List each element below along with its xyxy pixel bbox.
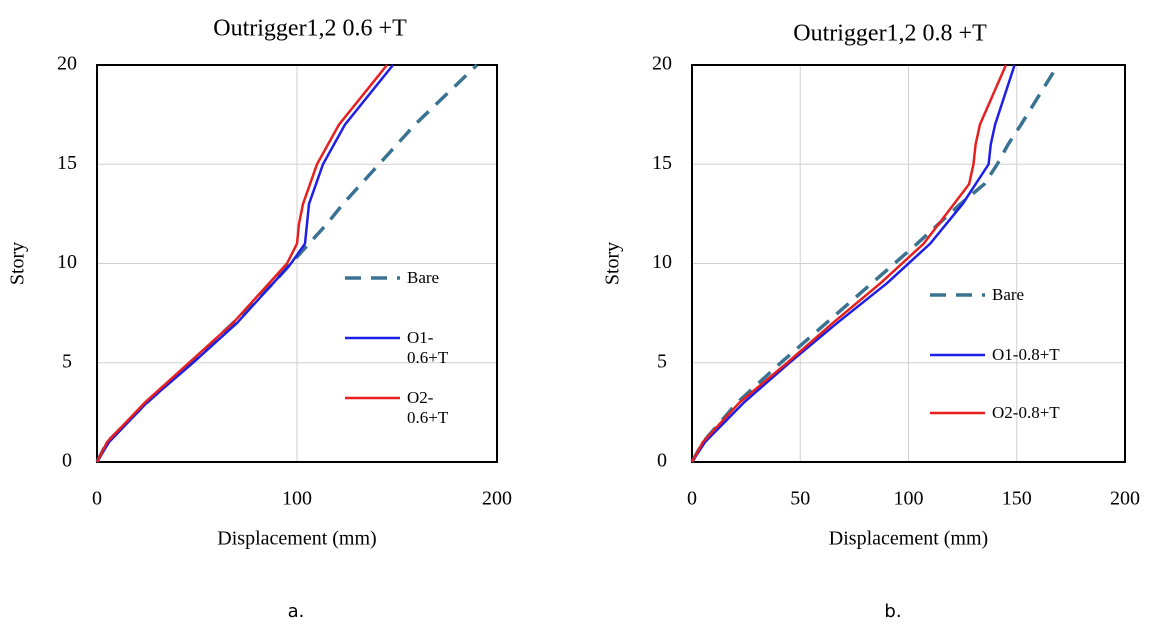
caption: a. <box>288 601 305 622</box>
series-line <box>95 64 388 463</box>
x-tick-label: 0 <box>687 488 697 510</box>
y-tick-label: 5 <box>62 350 72 372</box>
x-axis-label: Displacement (mm) <box>217 528 376 550</box>
chart-title: Outrigger1,2 0.8 +T <box>793 21 987 47</box>
y-tick-label: 0 <box>62 450 72 472</box>
plot-border <box>691 64 1126 463</box>
x-tick-label: 200 <box>1110 488 1140 510</box>
x-tick-label: 100 <box>282 488 312 510</box>
series-line <box>690 64 1008 463</box>
x-tick-label: 100 <box>894 488 924 510</box>
legend-label: O1-0.8+T <box>992 345 1060 364</box>
legend-label: Bare <box>407 268 440 287</box>
legend-label: Bare <box>992 285 1025 304</box>
y-tick-label: 10 <box>57 251 77 273</box>
y-tick-label: 10 <box>652 251 672 273</box>
y-tick-label: 20 <box>652 53 672 75</box>
y-tick-label: 15 <box>652 152 672 174</box>
y-tick-label: 15 <box>57 152 77 174</box>
x-tick-label: 50 <box>790 488 810 510</box>
y-tick-label: 0 <box>657 450 667 472</box>
x-tick-label: 150 <box>1002 488 1032 510</box>
legend-label: O2-0.6+T <box>407 388 449 427</box>
x-tick-label: 0 <box>92 488 102 510</box>
x-tick-label: 200 <box>482 488 512 510</box>
series-line <box>690 64 1060 463</box>
y-axis-label: Story <box>7 242 29 285</box>
y-tick-label: 20 <box>57 53 77 75</box>
y-tick-label: 5 <box>657 350 667 372</box>
y-axis-label: Story <box>602 242 624 285</box>
legend-label: O2-0.8+T <box>992 403 1060 422</box>
caption: b. <box>884 601 901 622</box>
series-line <box>690 64 1016 463</box>
legend-label: O1-0.6+T <box>407 328 449 367</box>
series-line <box>95 64 394 463</box>
chart-title: Outrigger1,2 0.6 +T <box>213 16 407 42</box>
plot-border <box>96 64 498 463</box>
x-axis-label: Displacement (mm) <box>829 528 988 550</box>
